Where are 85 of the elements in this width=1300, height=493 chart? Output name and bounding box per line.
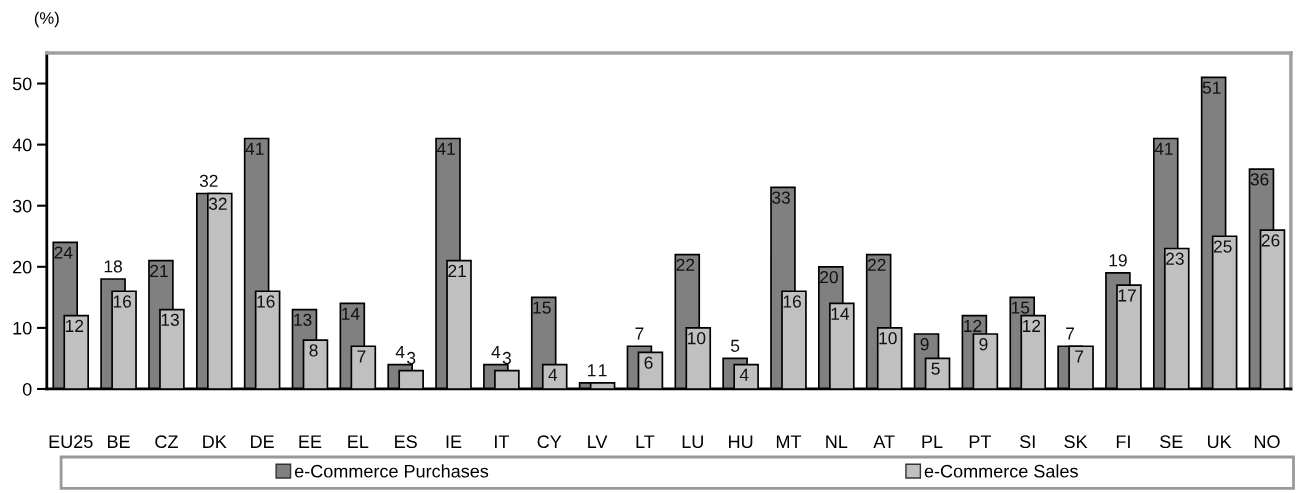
data-label: 20	[820, 270, 838, 284]
y-tick-label: 30	[12, 199, 32, 213]
x-tick-label: LV	[588, 435, 608, 448]
data-label: 7	[1066, 327, 1075, 340]
x-tick-label: FI	[1116, 435, 1130, 448]
data-label: 6	[644, 356, 653, 369]
y-tick-label: 40	[12, 138, 32, 152]
data-label: 15	[1011, 301, 1030, 314]
y-tick-label: 20	[13, 260, 32, 274]
data-label: 1	[588, 364, 596, 377]
data-label: 7	[357, 350, 366, 363]
data-label: 4	[491, 345, 501, 358]
x-tick-label: IT	[495, 435, 509, 448]
y-tick-label: 50	[12, 77, 32, 91]
legend-label: e-Commerce Sales	[924, 464, 1078, 478]
x-tick-label: EU25	[49, 435, 93, 449]
x-tick-label: SI	[1020, 435, 1035, 449]
data-label: 7	[1075, 350, 1084, 363]
x-tick-label: BE	[108, 435, 130, 448]
data-label: 21	[150, 264, 168, 277]
data-label: 22	[676, 258, 695, 271]
x-tick-label: SK	[1064, 435, 1088, 449]
x-tick-label: NO	[1254, 435, 1280, 449]
data-label: 18	[104, 260, 122, 273]
y-tick-label: 10	[13, 321, 32, 335]
data-label: 7	[635, 327, 644, 340]
data-label: 21	[448, 264, 466, 277]
x-tick-label: MT	[776, 435, 802, 448]
x-tick-label: IE	[446, 435, 462, 448]
data-label: 12	[65, 319, 84, 332]
legend-label: e-Commerce Purchases	[294, 464, 489, 478]
data-label: 10	[879, 332, 897, 345]
data-label: 9	[979, 338, 988, 351]
x-tick-label: ES	[395, 435, 417, 449]
data-label: 9	[920, 338, 929, 351]
data-label: 1	[599, 364, 607, 377]
data-label: 14	[831, 307, 850, 320]
x-tick-label: EE	[299, 435, 322, 448]
data-label: 51	[1202, 81, 1221, 94]
data-label: 10	[688, 332, 706, 345]
y-axis-title: (%)	[34, 11, 59, 28]
data-label: 16	[783, 295, 801, 308]
data-label: 32	[208, 197, 227, 210]
data-label: 13	[161, 313, 179, 326]
data-label: 41	[436, 142, 455, 155]
data-label: 23	[1166, 252, 1184, 265]
x-tick-label: DK	[203, 435, 227, 448]
x-tick-label: NL	[826, 435, 848, 448]
x-tick-label: HU	[729, 435, 753, 449]
x-tick-label: EL	[348, 435, 369, 448]
data-label: 4	[395, 345, 405, 358]
x-tick-label: LT	[636, 435, 655, 448]
x-tick-label: DE	[251, 435, 274, 448]
data-label: 16	[257, 295, 275, 308]
data-label: 3	[407, 351, 416, 365]
data-label: 14	[342, 307, 360, 320]
data-label: 33	[772, 191, 790, 204]
data-label: 26	[1261, 234, 1280, 247]
data-label: 3	[502, 351, 511, 365]
data-label: 5	[931, 362, 940, 375]
x-tick-label: CZ	[155, 435, 178, 449]
data-label: 4	[548, 368, 558, 381]
data-label: 5	[730, 339, 740, 352]
data-label: 8	[309, 344, 318, 357]
data-label: 13	[294, 313, 312, 326]
data-label: 16	[113, 295, 132, 308]
x-tick-label: LU	[682, 435, 703, 449]
data-label: 15	[533, 301, 551, 314]
data-label: 24	[54, 246, 73, 259]
data-label: 19	[1109, 254, 1127, 267]
data-label: 12	[1022, 319, 1041, 332]
data-label: 32	[199, 174, 218, 188]
x-tick-label: PT	[969, 435, 991, 448]
y-tick-label: 0	[22, 382, 32, 396]
x-tick-label: SE	[1160, 435, 1183, 449]
x-tick-label: PL	[922, 435, 943, 448]
x-tick-label: AT	[873, 435, 895, 448]
data-label: 22	[867, 258, 886, 271]
data-label: 17	[1118, 289, 1136, 302]
data-label: 4	[739, 368, 749, 381]
data-label: 25	[1213, 240, 1232, 253]
x-tick-label: UK	[1207, 435, 1232, 449]
data-label: 36	[1250, 173, 1269, 186]
data-label: 12	[964, 319, 982, 332]
x-tick-label: CY	[537, 435, 562, 449]
